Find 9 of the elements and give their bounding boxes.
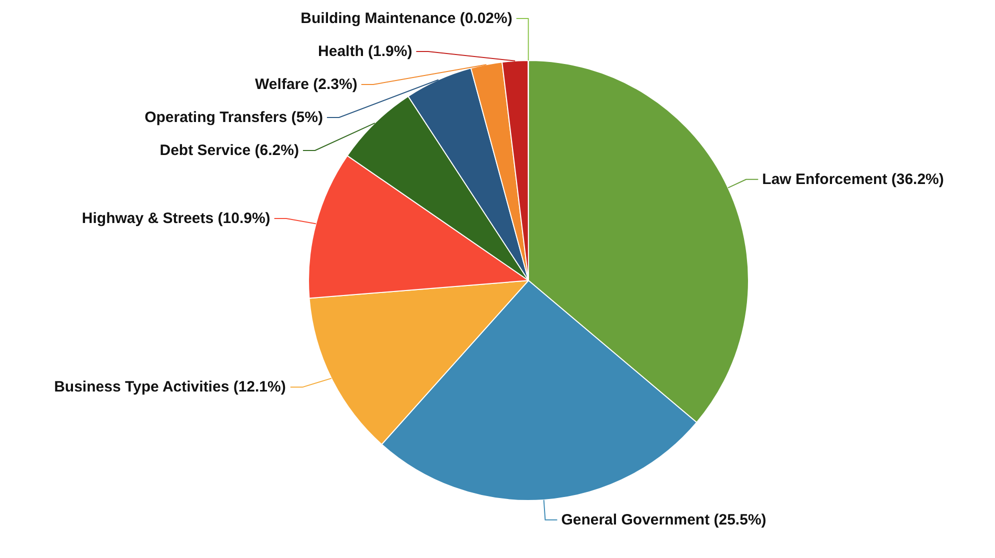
slice-label: Welfare (2.3%): [255, 76, 358, 93]
slice-label: Operating Transfers (5%): [144, 109, 323, 126]
slice-label: General Government (25.5%): [561, 511, 766, 528]
slice-label: Building Maintenance (0.02%): [300, 10, 512, 27]
slice-label: Debt Service (6.2%): [160, 142, 299, 159]
slice-label: Law Enforcement (36.2%): [762, 170, 944, 188]
slice-label: Highway & Streets (10.9%): [82, 210, 270, 228]
slice-label: Health (1.9%): [318, 43, 412, 60]
slice-label: Business Type Activities (12.1%): [54, 378, 286, 396]
